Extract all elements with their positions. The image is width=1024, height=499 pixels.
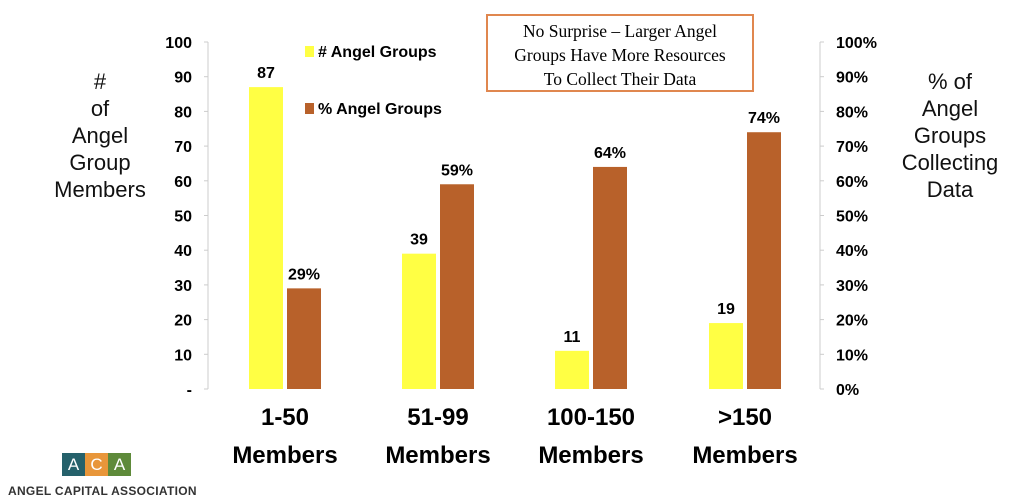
bar-count — [709, 323, 743, 389]
data-label: 74% — [748, 110, 780, 127]
y-tick-label: 100 — [165, 35, 192, 52]
x-tick-label: >150 — [718, 404, 772, 431]
data-label: 87 — [257, 65, 275, 82]
bar-pct — [287, 288, 321, 389]
x-tick-label: Members — [538, 442, 643, 469]
y2-tick-label: 60% — [836, 174, 868, 191]
y2-tick-label: 0% — [836, 382, 859, 399]
y2-tick-label: 20% — [836, 313, 868, 330]
bar-count — [249, 87, 283, 390]
x-tick-label: Members — [385, 442, 490, 469]
x-tick-label: 1-50 — [261, 404, 309, 431]
y2-tick-label: 40% — [836, 243, 868, 260]
x-tick-label: 51-99 — [407, 404, 468, 431]
y2-tick-label: 70% — [836, 139, 868, 156]
y-tick-label: - — [187, 382, 192, 399]
data-label: 11 — [564, 329, 581, 346]
y-tick-label: 70 — [174, 139, 192, 156]
data-label: 64% — [594, 145, 626, 162]
annotation-box: No Surprise – Larger Angel Groups Have Mo… — [486, 14, 754, 92]
bar-count — [402, 253, 436, 389]
y-tick-label: 20 — [174, 313, 192, 330]
data-label: 59% — [441, 162, 473, 179]
y2-tick-label: 30% — [836, 278, 868, 295]
y2-axis-title: % of Angel Groups Collecting Data — [901, 69, 999, 202]
legend-swatch — [305, 46, 314, 57]
y-tick-label: 60 — [174, 174, 192, 191]
y-tick-label: 10 — [174, 347, 192, 364]
bar-pct — [440, 184, 474, 389]
x-tick-label: 100-150 — [547, 404, 635, 431]
bar-count — [555, 350, 589, 389]
y-tick-label: 30 — [174, 278, 192, 295]
y-tick-label: 50 — [174, 209, 192, 226]
bar-pct — [747, 132, 781, 389]
x-tick-label: Members — [232, 442, 337, 469]
legend-label: # Angel Groups — [318, 44, 437, 61]
y2-tick-label: 10% — [836, 347, 868, 364]
x-tick-label: Members — [692, 442, 797, 469]
data-label: 19 — [717, 301, 735, 318]
legend-swatch — [305, 103, 314, 114]
y-tick-label: 90 — [174, 70, 192, 87]
y2-tick-label: 80% — [836, 104, 868, 121]
y-axis-title: # of Angel Group Members — [54, 69, 146, 202]
y-tick-label: 40 — [174, 243, 192, 260]
y-tick-label: 80 — [174, 104, 192, 121]
y2-tick-label: 100% — [836, 35, 877, 52]
bar-pct — [593, 166, 627, 389]
y2-tick-label: 90% — [836, 70, 868, 87]
org-name: ANGEL CAPITAL ASSOCIATION — [8, 484, 197, 498]
data-label: 39 — [410, 232, 428, 249]
y2-tick-label: 50% — [836, 209, 868, 226]
legend-label: % Angel Groups — [318, 101, 442, 118]
data-label: 29% — [288, 266, 320, 283]
